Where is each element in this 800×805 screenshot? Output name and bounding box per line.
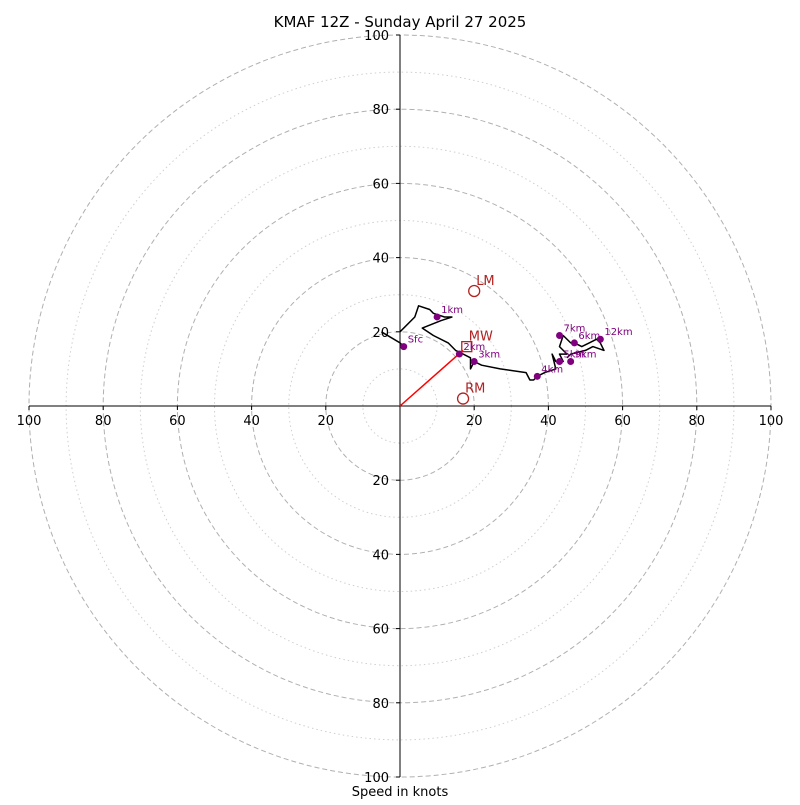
x-axis-label: Speed in knots xyxy=(352,785,449,800)
height-label-9km: 9km xyxy=(575,349,597,360)
x-tick-label-neg-80: 80 xyxy=(95,414,112,429)
x-tick-label-pos-100: 100 xyxy=(759,414,784,429)
storm-label-lm: LM xyxy=(476,274,494,289)
height-marker-5km xyxy=(556,357,564,365)
x-tick-label-pos-60: 60 xyxy=(614,414,631,429)
y-tick-label-neg-40: 40 xyxy=(372,548,389,563)
height-marker-sfc xyxy=(400,343,408,351)
height-marker-7km xyxy=(556,332,564,340)
storm-marker-rm xyxy=(456,392,470,405)
hodograph-line xyxy=(399,305,605,381)
x-tick-label-pos-40: 40 xyxy=(540,414,557,429)
x-tick-label-pos-20: 20 xyxy=(466,414,483,429)
height-marker-2km xyxy=(455,350,463,358)
x-tick-label-neg-100: 100 xyxy=(17,414,42,429)
storm-label-mw: MW xyxy=(469,330,493,345)
data-layer xyxy=(381,284,605,407)
height-label-6km: 6km xyxy=(578,331,600,342)
chart-title: KMAF 12Z - Sunday April 27 2025 xyxy=(274,13,527,31)
height-label-1km: 1km xyxy=(441,305,463,316)
y-tick-label-neg-20: 20 xyxy=(372,474,389,489)
storm-marker-mw xyxy=(461,340,473,353)
x-tick-label-pos-80: 80 xyxy=(689,414,706,429)
shear-vector xyxy=(399,349,464,407)
height-label-4km: 4km xyxy=(541,364,563,375)
height-marker-6km xyxy=(570,339,578,347)
y-tick-label-pos-60: 60 xyxy=(372,177,389,192)
y-tick-label-neg-80: 80 xyxy=(372,697,389,712)
height-marker-4km xyxy=(533,372,541,380)
height-marker-12km xyxy=(596,335,604,343)
y-tick-label-pos-80: 80 xyxy=(372,103,389,118)
height-marker-9km xyxy=(567,357,575,365)
storm-label-rm: RM xyxy=(465,382,485,397)
storm-marker-lm xyxy=(468,284,481,298)
height-label-7km: 7km xyxy=(564,324,586,335)
height-marker-1km xyxy=(433,313,441,321)
height-label-12km: 12km xyxy=(604,327,632,338)
x-tick-label-neg-40: 40 xyxy=(243,414,260,429)
y-tick-label-pos-100: 100 xyxy=(364,29,389,44)
height-label-sfc: Sfc xyxy=(408,335,423,346)
height-label-3km: 3km xyxy=(478,349,500,360)
height-label-5km: 5km xyxy=(564,349,586,360)
y-tick-label-pos-40: 40 xyxy=(372,252,389,267)
y-tick-label-neg-100: 100 xyxy=(364,771,389,786)
x-tick-label-neg-20: 20 xyxy=(318,414,335,429)
height-marker-3km xyxy=(470,357,478,365)
axes-layer: 20 20 20 20 40 40 40 40 60 60 60 60 80 80 80 80 100 100 10… xyxy=(17,29,784,786)
y-tick-label-pos-20: 20 xyxy=(372,326,389,341)
y-tick-label-neg-60: 60 xyxy=(372,623,389,638)
x-tick-label-neg-60: 60 xyxy=(169,414,186,429)
height-label-2km: 2km xyxy=(463,342,485,353)
